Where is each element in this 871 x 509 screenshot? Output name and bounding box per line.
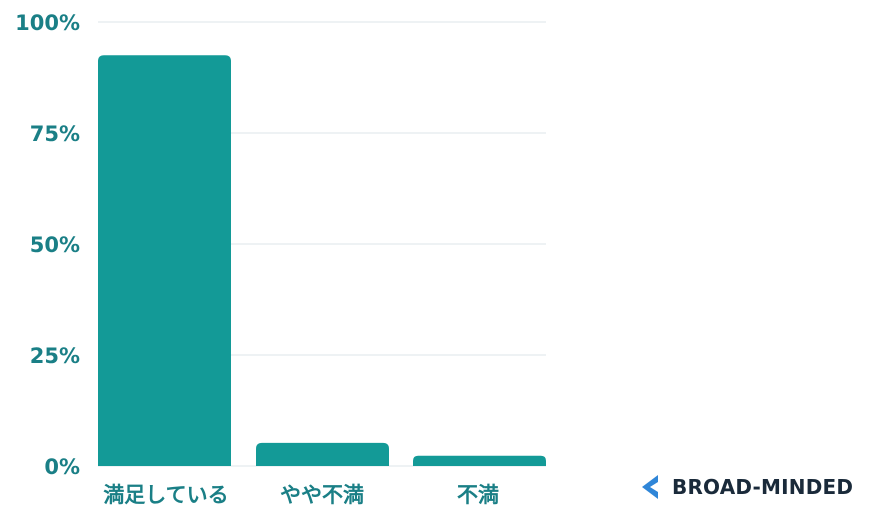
- bar: [256, 442, 389, 466]
- x-category-label: やや不満: [280, 483, 364, 507]
- bar: [413, 455, 546, 466]
- y-tick-label: 100%: [15, 11, 80, 35]
- x-category-label: 不満: [457, 483, 499, 507]
- broad-minded-logo: BROAD-MINDED: [638, 466, 868, 508]
- y-tick-label: 50%: [30, 233, 80, 257]
- chevron-left-icon: [642, 475, 658, 499]
- y-tick-label: 25%: [30, 344, 80, 368]
- x-axis-labels: 満足している やや不満 不満: [103, 483, 499, 507]
- x-category-label: 満足している: [103, 483, 228, 507]
- logo-text: BROAD-MINDED: [672, 475, 854, 499]
- y-tick-label: 75%: [30, 122, 80, 146]
- y-axis-ticks: 0% 25% 50% 75% 100%: [15, 11, 80, 479]
- bars: [98, 55, 546, 467]
- bar: [98, 55, 231, 467]
- y-tick-label: 0%: [44, 455, 80, 479]
